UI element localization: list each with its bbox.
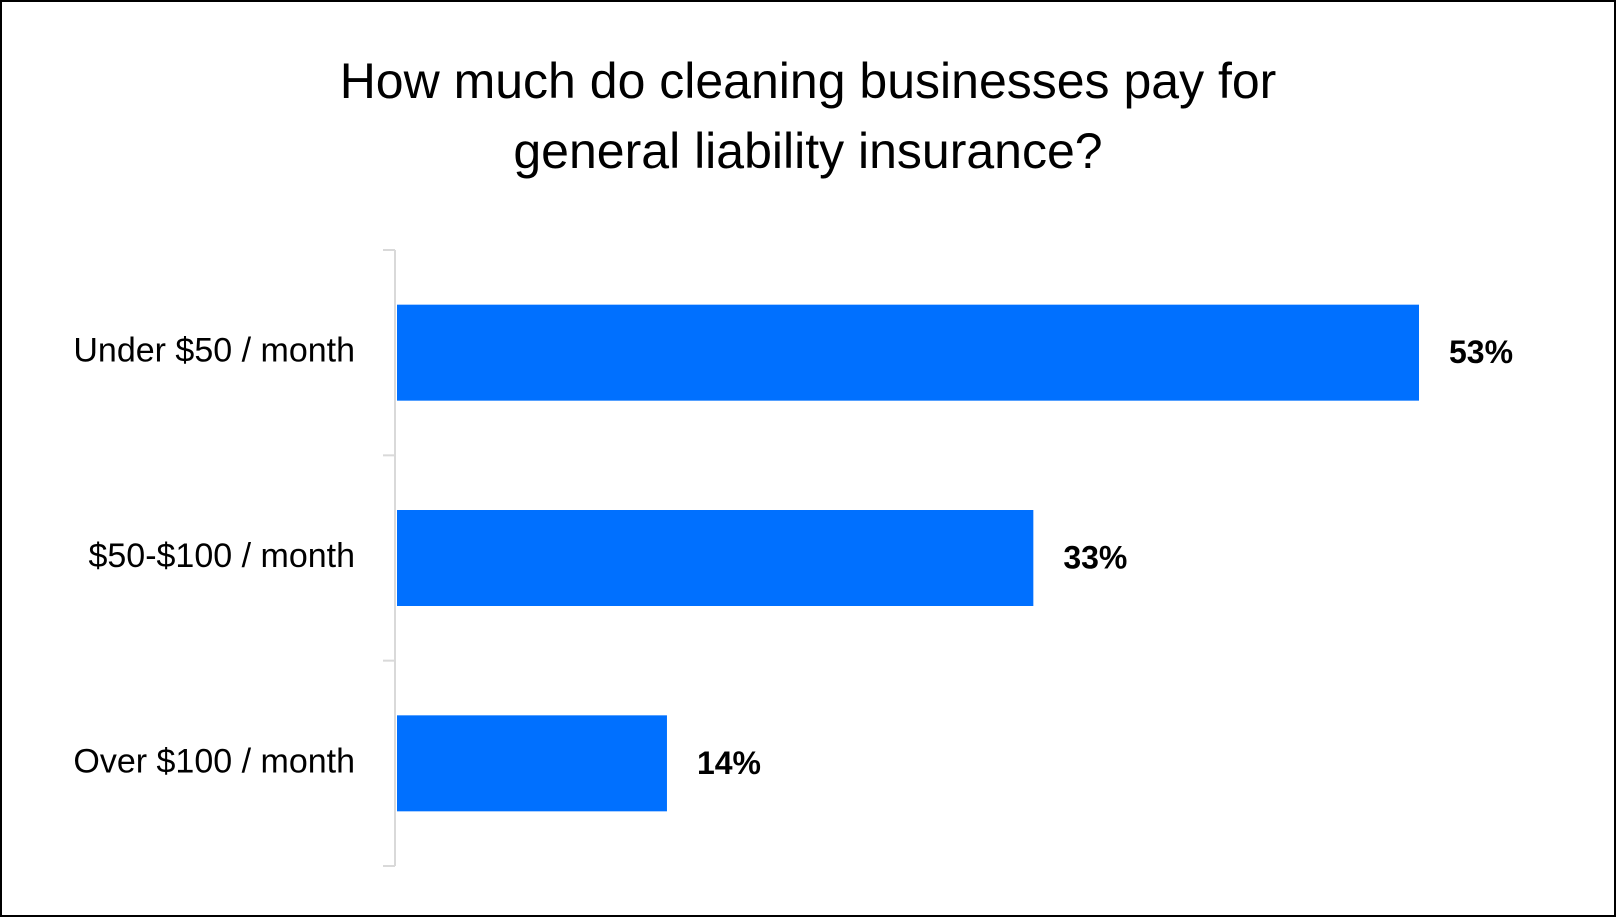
bar (397, 715, 667, 812)
data-label: 33% (1063, 539, 1127, 575)
bar (397, 510, 1034, 606)
data-label: 14% (697, 745, 761, 781)
chart-title-line-2: general liability insurance? (513, 123, 1103, 179)
category-label: Over $100 / month (73, 742, 355, 780)
category-label: $50-$100 / month (88, 537, 355, 575)
data-label: 53% (1449, 334, 1513, 370)
chart-title: How much do cleaning businesses pay for … (2, 46, 1614, 186)
category-label: Under $50 / month (73, 332, 355, 370)
chart-title-line-1: How much do cleaning businesses pay for (339, 53, 1277, 109)
bar (397, 304, 1419, 401)
